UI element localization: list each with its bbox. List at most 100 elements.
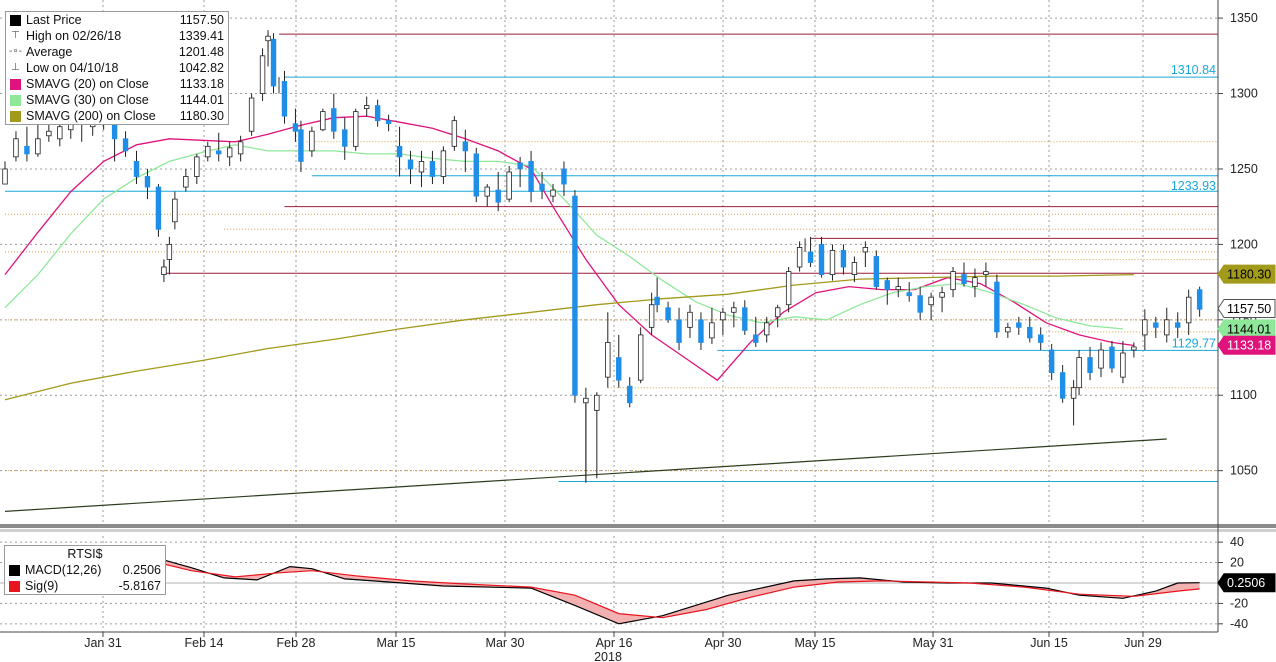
candle (676, 307, 682, 350)
candle-up-body (363, 105, 370, 110)
candle-up-body (1098, 349, 1104, 369)
candle (1087, 346, 1093, 381)
y-tick-label: 1100 (1230, 388, 1257, 402)
candle-down-body (1175, 322, 1181, 328)
candle (1120, 340, 1126, 384)
candle-down-body (298, 129, 304, 162)
series-smavg-200-on-close (4, 273, 1134, 401)
candle-down-body (281, 81, 288, 117)
price-tag-bg (1217, 335, 1276, 355)
candle (906, 282, 912, 302)
candle (506, 165, 512, 203)
candle-up-body (46, 130, 52, 137)
legend-swatch (10, 94, 21, 106)
candle (742, 300, 748, 335)
y-tick-label: 20 (1230, 556, 1244, 570)
legend-entry[interactable]: SMAVG (30) on Close 1144.01 (6, 92, 228, 108)
legend-value: 1144.01 (179, 93, 224, 107)
price-tag[interactable]: 1133.18 (1217, 335, 1276, 355)
average-marker-icon: -∘- (9, 46, 22, 57)
legend-label: SMAVG (30) on Close (26, 93, 149, 107)
candle-down-body (807, 251, 814, 263)
candle-down-body (385, 120, 392, 125)
legend-entry[interactable]: ⊤ High on 02/26/18 1339.41 (6, 28, 228, 44)
price-tag[interactable]: 1180.30 (1217, 264, 1276, 284)
candle-down-body (917, 295, 923, 313)
legend-label: Last Price (26, 13, 82, 27)
legend-swatch (10, 78, 21, 90)
x-tick-label: Feb 28 (277, 636, 316, 650)
y-tick-label: -20 (1230, 596, 1248, 610)
candle-down-body (665, 307, 671, 321)
legend-entry[interactable]: Last Price 1157.50 (6, 12, 228, 28)
candle (572, 190, 578, 403)
legend-entry[interactable]: SMAVG (20) on Close 1133.18 (6, 76, 228, 92)
candle-down-body (884, 280, 890, 291)
price-tag[interactable]: 1157.50 (1217, 299, 1276, 319)
candle (753, 316, 759, 347)
candle (270, 33, 277, 94)
candle-down-body (572, 195, 578, 396)
legend-entry[interactable]: ⊥ Low on 04/10/18 1042.82 (6, 60, 228, 76)
price-tag[interactable]: 1144.01 (1217, 319, 1276, 339)
candle-up-body (709, 322, 715, 339)
legend-swatch (10, 110, 21, 122)
y-tick-label: 40 (1230, 535, 1244, 549)
candle-down-body (495, 189, 501, 203)
candle-down-body (1048, 349, 1055, 374)
main-legend[interactable]: Last Price 1157.50 ⊤ High on 02/26/18 1339.4… (5, 11, 229, 125)
candle (654, 277, 660, 313)
candle (818, 236, 825, 278)
candle (248, 93, 255, 136)
candle (451, 116, 458, 151)
candle-down-body (331, 108, 337, 132)
candle (473, 147, 479, 203)
price-tag-label: 1157.50 (1227, 302, 1271, 316)
candle-down-body (818, 243, 825, 275)
candle-up-body (1005, 326, 1011, 333)
legend-swatch (9, 564, 20, 576)
legend-entry[interactable]: MACD(12,26) 0.2506 (5, 562, 165, 578)
candle-down-body (24, 145, 30, 155)
candle (720, 307, 726, 335)
candle-up-body (172, 198, 178, 223)
x-tick-label: Jun 15 (1030, 636, 1068, 650)
candle-down-body (429, 161, 436, 177)
candle-down-body (627, 385, 633, 404)
candle (1164, 307, 1170, 343)
legend-entry[interactable]: Sig(9) -5.8167 (5, 578, 165, 594)
candle (807, 236, 814, 268)
candle-up-body (1185, 296, 1192, 324)
x-tick-label: Apr 16 (596, 636, 633, 650)
x-tick-label: Feb 14 (185, 636, 224, 650)
candle-up-body (1120, 352, 1126, 378)
macd-value-tag[interactable]: 0.2506 (1217, 573, 1276, 593)
candle (2, 161, 8, 185)
candle-up-body (484, 186, 490, 197)
candle-up-body (972, 277, 978, 288)
candle-up-body (166, 243, 173, 260)
x-tick-label: May 15 (795, 636, 836, 650)
candle (1131, 342, 1137, 358)
price-tag-bg (1217, 573, 1276, 593)
candle-down-body (122, 138, 129, 152)
legend-entry[interactable]: -∘- Average 1201.48 (6, 44, 228, 60)
candle-up-body (939, 292, 945, 298)
candle-down-body (1109, 346, 1115, 369)
candle-up-body (35, 138, 41, 155)
candle-down-body (961, 274, 967, 285)
candle (407, 150, 414, 185)
candle-down-body (473, 153, 479, 197)
candle-up-body (594, 394, 600, 411)
axis-price-tags[interactable]: 1180.30 1157.50 1144.01 1133.18 0.2506 (1217, 264, 1276, 593)
x-tick-label: Mar 15 (377, 636, 416, 650)
candle-up-body (648, 304, 655, 328)
legend-entry[interactable]: SMAVG (200) on Close 1180.30 (6, 108, 228, 124)
macd-legend[interactable]: RTSI$ MACD(12,26) 0.2506 Sig(9) -5.8167 (4, 545, 166, 595)
candle-up-body (731, 307, 737, 313)
candle (862, 241, 869, 268)
candle-down-body (374, 105, 381, 122)
candle-up-body (1070, 387, 1077, 399)
legend-value: -5.8167 (118, 579, 161, 593)
candle (259, 48, 266, 102)
